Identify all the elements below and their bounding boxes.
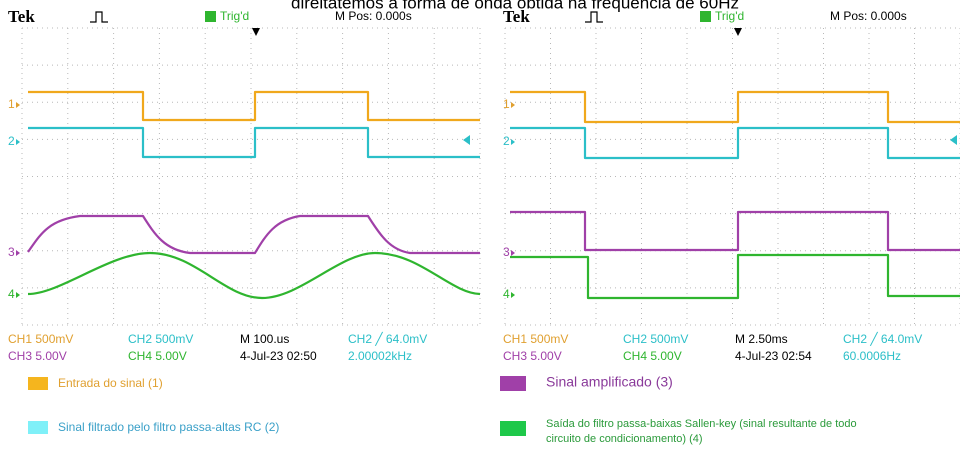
channel-arrow — [511, 292, 515, 298]
trigger-badge — [700, 11, 711, 22]
legend-swatch — [28, 421, 48, 434]
readout: 4-Jul-23 02:50 — [240, 349, 317, 363]
legend-label: circuito de condicionamento) (4) — [546, 433, 703, 445]
readout: 2.00002kHz — [348, 349, 412, 363]
channel-arrow — [511, 139, 515, 145]
readout: CH3 5.00V — [8, 349, 67, 363]
legend-swatch — [28, 377, 48, 390]
waveform-ch2 — [510, 128, 960, 158]
channel-marker: 3 — [503, 245, 510, 259]
channel-arrow — [16, 139, 20, 145]
readout: M 2.50ms — [735, 332, 788, 346]
readout: 4-Jul-23 02:54 — [735, 349, 812, 363]
legend-label: Entrada do sinal (1) — [58, 376, 163, 390]
channel-marker: 4 — [8, 287, 15, 301]
waveform-ch3 — [510, 212, 960, 250]
channel-arrow — [511, 250, 515, 256]
channel-marker: 4 — [503, 287, 510, 301]
channel-arrow — [511, 102, 515, 108]
position: M Pos: 0.000s — [335, 9, 412, 23]
readout: 60.0006Hz — [843, 349, 901, 363]
channel-marker: 3 — [8, 245, 15, 259]
legend-swatch — [500, 421, 526, 436]
trigger-status: Trig'd — [715, 9, 744, 23]
trigger-arrow — [252, 28, 742, 36]
channel-arrow — [16, 250, 20, 256]
channel-marker: 1 — [8, 97, 15, 111]
trigger-icon — [90, 12, 108, 22]
waveform-ch3 — [28, 216, 480, 253]
readout: CH4 5.00V — [623, 349, 682, 363]
readout: CH2 ╱ 64.0mV — [843, 331, 922, 346]
trigger-status: Trig'd — [220, 9, 249, 23]
channel-marker: 2 — [503, 134, 510, 148]
readout: M 100.us — [240, 332, 289, 346]
readout: CH3 5.00V — [503, 349, 562, 363]
trigger-badge — [205, 11, 216, 22]
waveform-ch4 — [28, 253, 480, 298]
readout: CH1 500mV — [503, 332, 568, 346]
readout: CH2 500mV — [623, 332, 688, 346]
readout: CH2 ╱ 64.0mV — [348, 331, 427, 346]
channel-marker: 2 — [8, 134, 15, 148]
readout: CH1 500mV — [8, 332, 73, 346]
brand: Tek — [8, 7, 35, 26]
legend-label: Saída do filtro passa-baixas Sallen-key … — [546, 418, 857, 430]
waveform-ch1 — [28, 92, 480, 120]
brand: Tek — [503, 7, 530, 26]
trigger-icon — [585, 12, 603, 22]
position: M Pos: 0.000s — [830, 9, 907, 23]
trigger-level — [463, 135, 957, 145]
legend-label: Sinal filtrado pelo filtro passa-altas R… — [58, 420, 279, 434]
legend-label: Sinal amplificado (3) — [546, 374, 673, 390]
waveform-ch2 — [28, 128, 480, 157]
waveform-ch4 — [510, 255, 960, 298]
channel-arrow — [16, 292, 20, 298]
channel-marker: 1 — [503, 97, 510, 111]
readout: CH2 500mV — [128, 332, 193, 346]
readout: CH4 5.00V — [128, 349, 187, 363]
waveform-ch1 — [510, 92, 960, 122]
page: direitatemos a forma de onda obtida na f… — [0, 0, 960, 453]
channel-arrow — [16, 102, 20, 108]
legend-swatch — [500, 376, 526, 391]
